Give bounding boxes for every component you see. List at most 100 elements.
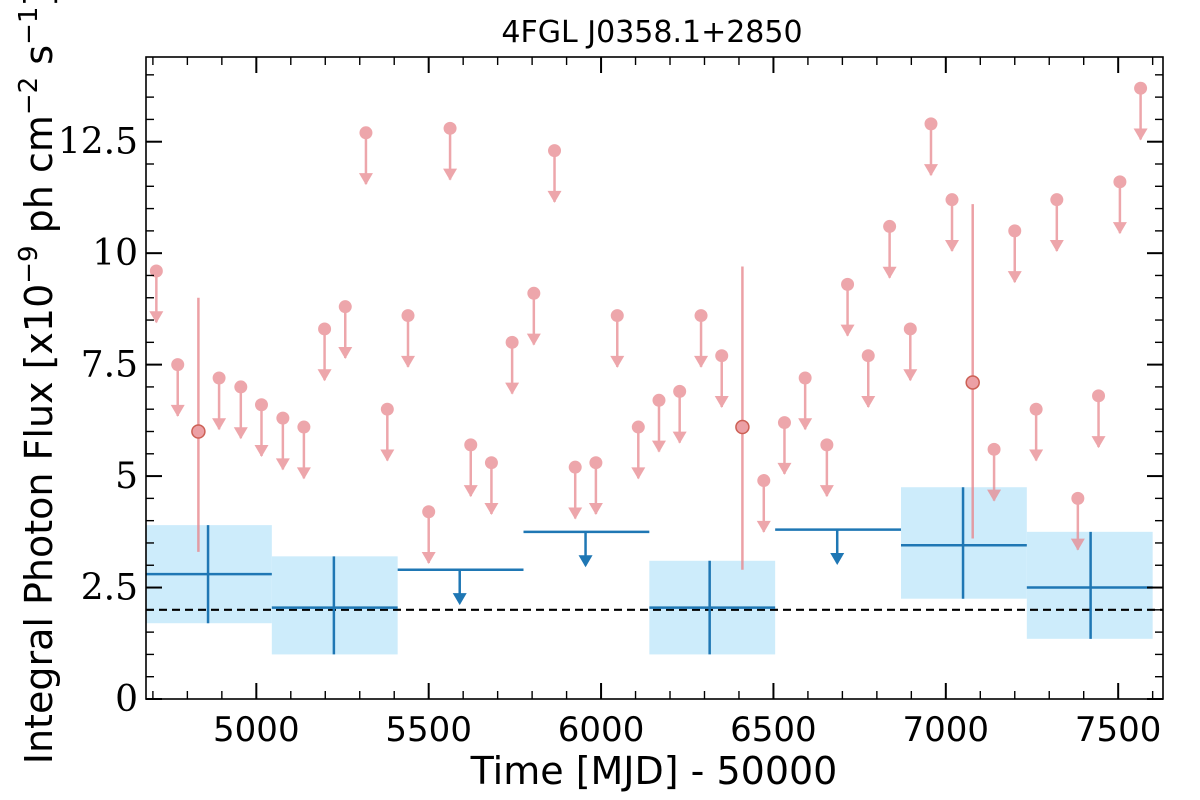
- upper-limit-marker: [380, 402, 394, 416]
- upper-limit-marker: [694, 309, 708, 323]
- upper-limit-marker: [212, 371, 226, 385]
- upper-limit-marker: [1113, 175, 1127, 189]
- short-bin-upper-limit: [610, 309, 625, 368]
- upper-limit-arrow-head: [1133, 128, 1148, 141]
- short-bin-upper-limit: [903, 322, 918, 382]
- upper-limit-arrow-head: [631, 467, 646, 480]
- upper-limit-arrow-head: [233, 427, 248, 440]
- upper-limit-marker: [527, 286, 541, 300]
- x-tick-label: 7500: [1075, 710, 1162, 750]
- upper-limit-marker: [820, 438, 834, 452]
- short-bin-upper-limit: [1133, 81, 1148, 141]
- upper-limit-marker: [548, 144, 562, 158]
- upper-limit-arrow-head: [903, 369, 918, 382]
- short-bin-upper-limit: [505, 335, 520, 395]
- short-bin-upper-limit: [672, 384, 687, 444]
- short-bin-upper-limit: [526, 286, 541, 346]
- upper-limit-arrow-head: [714, 395, 729, 408]
- upper-limit-arrow-head: [212, 418, 227, 431]
- short-bin-upper-limit: [777, 416, 792, 475]
- short-bin-upper-limit: [798, 371, 813, 431]
- upper-limit-marker: [610, 309, 624, 323]
- upper-limit-marker: [254, 398, 268, 412]
- detection-marker: [735, 419, 750, 435]
- upper-limit-arrow-head: [987, 489, 1002, 502]
- x-tick-label: 5500: [385, 710, 472, 750]
- upper-limit-arrow-head: [296, 467, 311, 480]
- upper-limit-arrow-head: [463, 485, 478, 498]
- upper-limit-marker: [484, 456, 498, 470]
- upper-limit-arrow-head: [882, 266, 897, 279]
- short-bin-upper-limit: [694, 309, 709, 368]
- upper-limit-marker: [945, 193, 959, 207]
- x-tick-label: 7000: [903, 710, 990, 750]
- upper-limit-arrow-head: [170, 404, 185, 417]
- short-bin-upper-limit: [945, 193, 960, 252]
- upper-limit-arrow-head: [923, 164, 938, 177]
- upper-limit-marker: [883, 219, 897, 233]
- upper-limit-marker: [903, 322, 917, 336]
- upper-limit-marker: [652, 393, 666, 407]
- upper-limit-arrow-head: [588, 502, 603, 515]
- upper-limit-marker: [798, 371, 812, 385]
- axis-ticks: 5000 5500 6000 6500 7000 7500 0 2.5 5 7.5 10 12.5: [58, 57, 1163, 750]
- upper-limit-arrow-head: [358, 173, 373, 186]
- short-bin-upper-limit: [1049, 193, 1064, 252]
- upper-limit-arrow-head: [798, 418, 813, 431]
- short-bin-upper-limit: [987, 442, 1002, 502]
- upper-limit-marker: [777, 416, 791, 430]
- short-bin-upper-limit: [358, 126, 373, 186]
- upper-limit-arrow-head: [568, 507, 583, 520]
- upper-limit-marker: [1071, 491, 1085, 505]
- upper-limit-arrow-head: [578, 555, 593, 568]
- plot-frame: [145, 56, 1164, 700]
- upper-limit-arrow-head: [651, 440, 666, 453]
- short-bin-upper-limit: [1112, 175, 1127, 235]
- upper-limit-marker: [464, 438, 478, 452]
- upper-limit-arrow-head: [452, 593, 467, 606]
- x-tick-label: 5000: [213, 710, 300, 750]
- short-bin-upper-limit: [484, 456, 499, 515]
- y-tick-label: 0: [115, 679, 138, 720]
- upper-limit-marker: [297, 420, 311, 434]
- upper-limit-arrow-head: [819, 485, 834, 498]
- upper-limit-arrow-head: [1112, 222, 1127, 235]
- upper-limit-arrow-head: [505, 382, 520, 395]
- upper-limit-arrow-head: [840, 324, 855, 337]
- short-bin-upper-limit: [338, 300, 353, 359]
- short-bin-upper-limit: [212, 371, 227, 431]
- short-bin-upper-limit: [819, 438, 834, 498]
- short-bin-upper-limit: [401, 309, 416, 368]
- long-bin-detection: [900, 487, 1027, 599]
- long-bin-detection: [649, 560, 776, 655]
- upper-limit-marker: [1092, 389, 1106, 403]
- upper-limit-marker: [318, 322, 332, 336]
- upper-limit-arrow-head: [694, 355, 709, 368]
- upper-limit-marker: [338, 300, 352, 314]
- upper-limit-marker: [861, 349, 875, 363]
- upper-limit-marker: [589, 456, 603, 470]
- long-bin-upper-limit: [397, 568, 524, 606]
- short-bin-upper-limit: [421, 505, 436, 565]
- short-bin-upper-limit: [443, 121, 458, 181]
- upper-limit-marker: [171, 358, 185, 372]
- upper-limit-arrow-head: [401, 355, 416, 368]
- short-bin-upper-limit: [840, 277, 855, 337]
- short-bin-upper-limit: [380, 402, 395, 462]
- long-bin-detection: [1026, 531, 1153, 639]
- upper-limit-marker: [401, 309, 415, 323]
- upper-limit-arrow-head: [338, 346, 353, 359]
- upper-limit-arrow-head: [254, 445, 269, 458]
- short-bin-detection: [965, 204, 980, 539]
- upper-limit-arrow-head: [1007, 271, 1022, 284]
- upper-limit-marker: [149, 264, 163, 278]
- short-bin-upper-limit: [547, 144, 562, 203]
- detection-marker: [965, 375, 980, 390]
- upper-limit-marker: [1134, 81, 1148, 95]
- short-bin-detection: [191, 297, 206, 552]
- short-bin-upper-limit: [149, 264, 164, 324]
- short-bin-upper-limit: [714, 349, 729, 408]
- upper-limit-arrow-head: [421, 552, 436, 565]
- x-tick-label: 6500: [730, 710, 817, 750]
